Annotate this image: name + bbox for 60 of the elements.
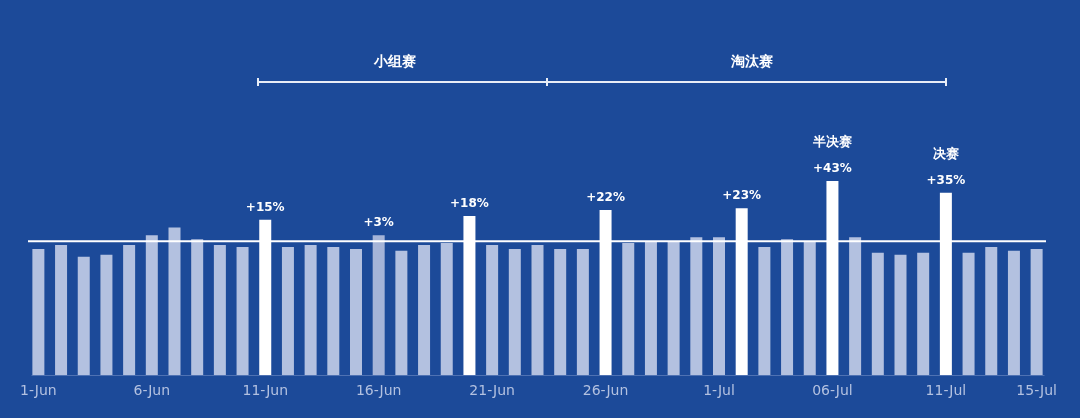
bar	[32, 248, 45, 375]
bar	[304, 245, 317, 375]
x-tick-label: 1-Jun	[20, 381, 57, 398]
bar	[713, 237, 725, 375]
text: 小组赛	[373, 53, 416, 69]
x-tick-label: 26-Jun	[582, 381, 629, 398]
annotation: +23%	[722, 188, 762, 203]
bar	[145, 235, 158, 375]
bar	[350, 248, 362, 375]
bar	[667, 241, 680, 375]
bar	[100, 254, 113, 375]
bar	[191, 239, 204, 375]
bar	[781, 239, 794, 375]
annotation: +35%	[926, 172, 966, 187]
bar	[849, 237, 862, 375]
bar	[508, 248, 521, 375]
bar	[803, 241, 816, 375]
bar	[395, 250, 408, 375]
x-tick-label: 11-Jul	[925, 381, 967, 398]
bar	[168, 227, 181, 375]
bar	[871, 252, 884, 375]
bar	[372, 235, 385, 375]
annotation: +3%	[363, 215, 394, 230]
bar	[1030, 248, 1043, 375]
text: 决赛	[932, 145, 959, 161]
bar	[236, 246, 249, 375]
x-tick-label: 21-Jun	[469, 381, 515, 398]
bar	[327, 246, 340, 375]
annotation: +18%	[450, 195, 489, 210]
bar	[576, 248, 589, 375]
x-tick-label: 16-Jun	[355, 381, 402, 398]
bar	[644, 241, 657, 375]
text: +43%	[813, 161, 852, 175]
bar	[1007, 250, 1020, 375]
bar	[440, 243, 453, 375]
annotation: +22%	[586, 190, 625, 205]
bar	[554, 248, 567, 375]
bar	[985, 246, 998, 375]
bar	[962, 252, 975, 375]
bar	[894, 254, 907, 375]
bar	[690, 237, 703, 375]
bar	[758, 246, 771, 375]
bar	[55, 245, 68, 375]
x-tick-label: 06-Jul	[812, 381, 853, 398]
bar	[213, 245, 226, 375]
x-tick-label: 1-Jul	[703, 381, 735, 398]
bar	[418, 245, 431, 375]
x-tick-label: 6-Jun	[133, 381, 171, 398]
bar	[486, 245, 499, 375]
bar	[531, 245, 544, 375]
bar	[77, 256, 90, 375]
bar	[917, 252, 930, 375]
annotation: +15%	[245, 199, 285, 214]
x-tick-label: 11-Jun	[242, 381, 289, 398]
bar	[123, 245, 136, 375]
bar	[622, 243, 635, 375]
text: 淘汰赛	[730, 53, 773, 69]
bar	[281, 246, 294, 375]
x-tick-label: 15-Jul	[1016, 381, 1057, 398]
text: 半决赛	[811, 134, 852, 149]
